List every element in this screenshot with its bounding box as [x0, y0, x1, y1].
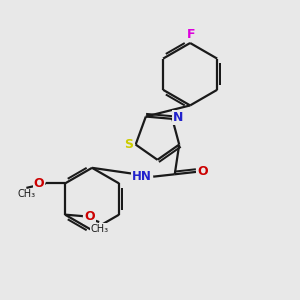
Text: O: O [197, 165, 208, 178]
Text: S: S [124, 138, 134, 151]
Text: CH₃: CH₃ [17, 189, 35, 200]
Text: O: O [34, 177, 44, 190]
Text: N: N [173, 111, 184, 124]
Text: CH₃: CH₃ [90, 224, 109, 234]
Text: F: F [187, 28, 195, 41]
Text: HN: HN [132, 169, 152, 183]
Text: O: O [84, 210, 95, 223]
